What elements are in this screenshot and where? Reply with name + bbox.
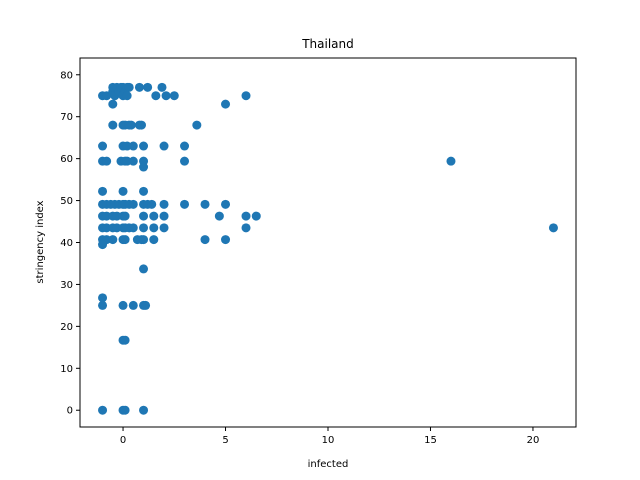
data-point xyxy=(180,141,190,151)
data-point xyxy=(139,235,149,245)
data-point xyxy=(139,186,149,196)
data-point xyxy=(180,199,190,209)
x-tick-label: 20 xyxy=(527,435,540,446)
data-point xyxy=(180,156,190,166)
data-point xyxy=(120,405,130,415)
data-point xyxy=(548,223,558,233)
data-point xyxy=(108,120,118,130)
data-point xyxy=(139,223,149,233)
data-point xyxy=(139,162,149,172)
y-tick-label: 80 xyxy=(60,70,73,81)
data-point xyxy=(128,199,138,209)
data-point xyxy=(118,186,128,196)
data-point xyxy=(149,211,159,221)
data-point xyxy=(446,156,456,166)
y-tick-label: 0 xyxy=(67,406,73,417)
x-axis-label: infected xyxy=(308,459,349,470)
y-tick-label: 30 xyxy=(60,280,73,291)
data-point xyxy=(128,141,138,151)
data-point xyxy=(241,91,251,101)
data-point xyxy=(124,82,134,92)
data-point xyxy=(98,300,108,310)
x-tick-label: 0 xyxy=(120,435,126,446)
data-point xyxy=(192,120,202,130)
data-point xyxy=(151,91,161,101)
data-point xyxy=(221,199,231,209)
points-layer xyxy=(98,82,558,415)
data-point xyxy=(122,141,132,151)
x-tick-label: 5 xyxy=(222,435,228,446)
data-point xyxy=(136,120,146,130)
y-tick-label: 50 xyxy=(60,196,73,207)
y-tick-label: 60 xyxy=(60,154,73,165)
data-point xyxy=(126,120,136,130)
data-point xyxy=(98,141,108,151)
data-point xyxy=(122,91,132,101)
data-point xyxy=(159,211,169,221)
data-point xyxy=(98,293,108,303)
data-point xyxy=(214,211,224,221)
data-point xyxy=(98,405,108,415)
data-point xyxy=(241,211,251,221)
data-point xyxy=(147,199,157,209)
data-point xyxy=(128,223,138,233)
y-tick-label: 70 xyxy=(60,112,73,123)
data-point xyxy=(139,264,149,274)
data-point xyxy=(139,211,149,221)
data-point xyxy=(112,223,122,233)
y-tick-label: 20 xyxy=(60,322,73,333)
data-point xyxy=(102,156,112,166)
data-point xyxy=(112,211,122,221)
data-point xyxy=(159,199,169,209)
data-point xyxy=(139,141,149,151)
data-point xyxy=(120,235,130,245)
data-point xyxy=(159,223,169,233)
y-tick-label: 10 xyxy=(60,364,73,375)
y-tick-label: 40 xyxy=(60,238,73,249)
data-point xyxy=(161,91,171,101)
x-tick-label: 10 xyxy=(322,435,335,446)
data-point xyxy=(134,82,144,92)
data-point xyxy=(108,99,118,109)
data-point xyxy=(139,405,149,415)
data-point xyxy=(159,141,169,151)
data-point xyxy=(221,99,231,109)
data-point xyxy=(120,335,130,345)
data-point xyxy=(98,186,108,196)
data-point xyxy=(149,235,159,245)
data-point xyxy=(241,223,251,233)
data-point xyxy=(157,82,167,92)
data-point xyxy=(149,223,159,233)
data-point xyxy=(143,82,153,92)
data-point xyxy=(200,199,210,209)
data-point xyxy=(118,300,128,310)
data-point xyxy=(120,211,130,221)
chart-title: Thailand xyxy=(301,37,354,51)
data-point xyxy=(122,156,132,166)
data-point xyxy=(102,223,112,233)
data-point xyxy=(128,156,138,166)
data-point xyxy=(108,235,118,245)
data-point xyxy=(128,300,138,310)
x-tick-label: 15 xyxy=(424,435,437,446)
data-point xyxy=(200,235,210,245)
data-point xyxy=(251,211,261,221)
x-axis: 0 5 10 15 20 xyxy=(120,427,539,446)
data-point xyxy=(102,211,112,221)
data-point xyxy=(169,91,179,101)
data-point xyxy=(98,240,108,250)
data-point xyxy=(141,300,151,310)
y-axis-label: stringency index xyxy=(35,200,46,283)
data-point xyxy=(221,235,231,245)
y-axis: 0 10 20 30 40 50 60 70 80 xyxy=(60,70,80,417)
